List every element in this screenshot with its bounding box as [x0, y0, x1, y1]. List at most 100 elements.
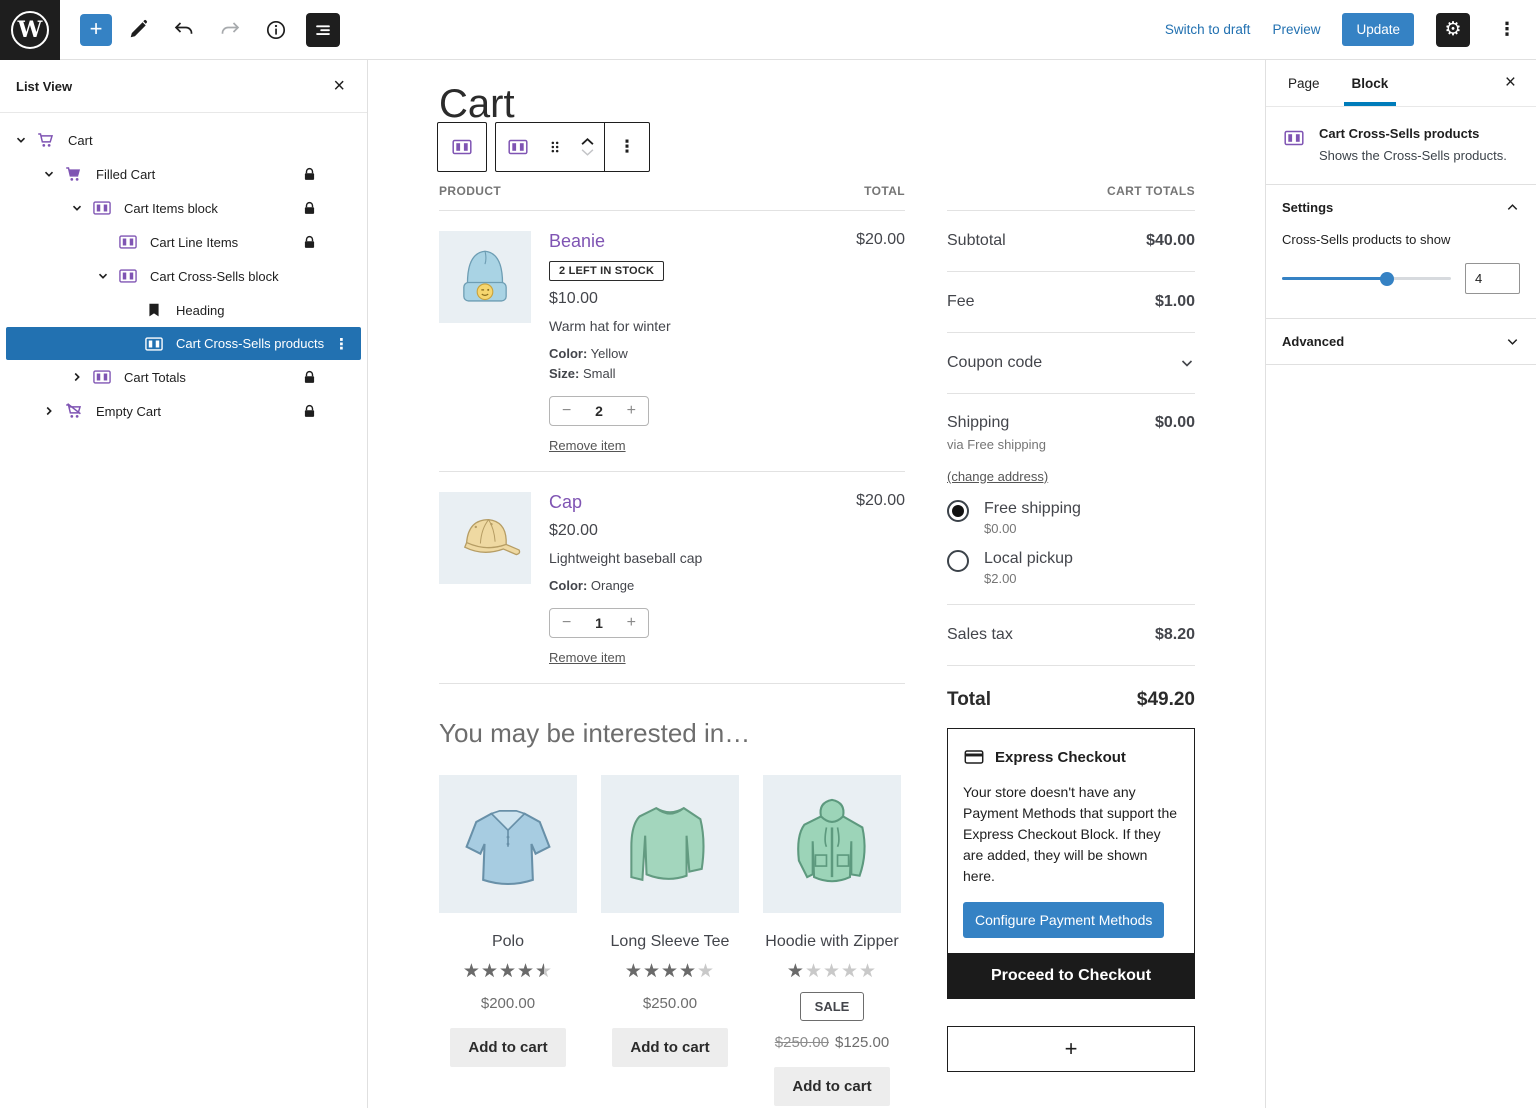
block-appender-button[interactable]: +	[947, 1026, 1195, 1072]
shipping-section: Shipping $0.00 via Free shipping (change…	[947, 394, 1195, 605]
select-parent-block-button[interactable]	[437, 122, 487, 172]
sales-tax-value: $8.20	[1154, 626, 1195, 643]
option-label: Local pickup	[984, 550, 1073, 567]
list-view-item-cart-cross-sells-products[interactable]: Cart Cross-Sells products ⋮	[6, 327, 361, 360]
settings-panel-toggle[interactable]: Settings	[1266, 185, 1536, 230]
move-down-button[interactable]	[580, 148, 595, 157]
add-to-cart-button[interactable]: Add to cart	[450, 1028, 566, 1068]
beanie-product-image[interactable]	[439, 231, 531, 323]
proceed-to-checkout-button[interactable]: Proceed to Checkout	[947, 953, 1195, 999]
settings-toggle-button[interactable]: ⚙	[1436, 12, 1470, 47]
list-view-item-empty-cart[interactable]: Empty Cart	[0, 394, 367, 428]
configure-payment-methods-button[interactable]: Configure Payment Methods	[963, 902, 1165, 938]
list-view-item-cart-line-items[interactable]: Cart Line Items	[0, 225, 367, 259]
count-number-input[interactable]	[1465, 263, 1520, 295]
express-checkout-block[interactable]: Express Checkout Your store doesn't have…	[947, 728, 1195, 958]
fee-row: Fee $1.00	[947, 272, 1195, 333]
count-slider[interactable]	[1282, 271, 1451, 286]
remove-item-link[interactable]: Remove item	[549, 650, 626, 666]
radio-selected[interactable]	[947, 500, 969, 522]
update-button[interactable]: Update	[1342, 13, 1414, 46]
columns-block-icon	[90, 196, 114, 220]
tab-block[interactable]: Block	[1336, 60, 1405, 106]
list-view-item-cart-cross-sells-block[interactable]: Cart Cross-Sells block	[0, 259, 367, 293]
quantity-increase-button[interactable]: +	[626, 402, 636, 420]
list-view-item-cart-totals[interactable]: Cart Totals	[0, 360, 367, 394]
hoodie-product-image[interactable]	[763, 775, 901, 914]
list-item-label: Empty Cart	[96, 403, 162, 419]
list-view-item-cart-items-block[interactable]: Cart Items block	[0, 191, 367, 225]
long-sleeve-tee-product-image[interactable]	[601, 775, 739, 914]
wordpress-logo-button[interactable]: W	[0, 0, 60, 60]
preview-link[interactable]: Preview	[1272, 22, 1321, 37]
item-options-button[interactable]: ⋮	[334, 335, 349, 353]
cap-product-image[interactable]	[439, 492, 531, 585]
quantity-value[interactable]: 2	[595, 403, 603, 420]
add-to-cart-button[interactable]: Add to cart	[612, 1028, 728, 1068]
details-button[interactable]	[256, 10, 296, 50]
redo-button[interactable]	[210, 10, 250, 50]
list-item-label: Filled Cart	[96, 166, 156, 182]
block-type-button[interactable]	[496, 123, 540, 171]
product-attributes: Color: Orange	[549, 576, 856, 596]
chevron-down-icon[interactable]	[10, 129, 32, 151]
add-to-cart-button[interactable]: Add to cart	[774, 1067, 890, 1107]
remove-item-link[interactable]: Remove item	[549, 438, 626, 454]
editor-topbar: W + Switch to draft Preview Update	[0, 0, 1536, 60]
block-options-button[interactable]: ⋮	[618, 137, 636, 156]
coupon-row[interactable]: Coupon code	[947, 333, 1195, 394]
tab-page[interactable]: Page	[1288, 75, 1320, 91]
toolbar-divider	[604, 123, 605, 171]
list-item-label: Heading	[176, 302, 225, 318]
undo-button[interactable]	[164, 10, 204, 50]
cross-sells-heading[interactable]: You may be interested in…	[439, 718, 751, 749]
list-view-item-filled-cart[interactable]: Filled Cart	[0, 157, 367, 191]
stars-filled: ★★★★★	[624, 962, 698, 982]
close-sidebar-button[interactable]: ×	[1504, 72, 1516, 93]
change-address-link[interactable]: (change address)	[947, 469, 1049, 484]
fee-value: $1.00	[1154, 293, 1195, 310]
product-name[interactable]: Polo	[491, 933, 525, 951]
quantity-decrease-button[interactable]: −	[562, 402, 572, 420]
subtotal-label: Subtotal	[947, 232, 1006, 249]
drag-handle[interactable]	[540, 123, 570, 171]
product-name[interactable]: Long Sleeve Tee	[610, 933, 730, 951]
radio-unselected[interactable]	[947, 550, 969, 572]
regular-price: $250.00	[774, 1034, 829, 1052]
list-view-item-heading[interactable]: Heading	[0, 293, 367, 327]
shipping-option-local-pickup[interactable]: Local pickup $2.00	[947, 550, 1195, 586]
stars-empty: ★★★★★	[786, 961, 878, 983]
advanced-panel-toggle[interactable]: Advanced	[1266, 319, 1536, 364]
block-inserter-button[interactable]: +	[80, 13, 112, 46]
list-item-label: Cart	[68, 132, 93, 148]
list-view-item-cart[interactable]: Cart	[0, 123, 367, 157]
slider-thumb[interactable]	[1379, 271, 1394, 286]
product-name[interactable]: Hoodie with Zipper	[765, 933, 899, 951]
quantity-decrease-button[interactable]: −	[562, 614, 572, 632]
list-view-toggle-button[interactable]	[306, 12, 340, 47]
edit-tool-button[interactable]	[118, 10, 158, 50]
shipping-option-free-shipping[interactable]: Free shipping $0.00	[947, 500, 1195, 536]
chevron-down-icon[interactable]	[92, 265, 114, 287]
express-checkout-title: Express Checkout	[995, 748, 1126, 766]
move-up-button[interactable]	[580, 137, 595, 146]
quantity-value[interactable]: 1	[595, 615, 603, 632]
product-link-cap[interactable]: Cap	[549, 492, 583, 513]
chevron-down-icon[interactable]	[38, 163, 60, 185]
columns-block-icon	[452, 139, 472, 155]
block-tree: Cart Filled Cart Cart Items block Cart L…	[0, 113, 367, 428]
close-list-view-button[interactable]: ×	[333, 75, 345, 97]
quantity-increase-button[interactable]: +	[626, 614, 636, 632]
chevron-down-icon[interactable]	[66, 197, 88, 219]
chevron-right-icon[interactable]	[38, 400, 60, 422]
cart-totals-header: CART TOTALS	[947, 184, 1195, 211]
options-menu-button[interactable]: ⋮	[1498, 19, 1516, 39]
chevron-right-icon[interactable]	[66, 366, 88, 388]
product-description: Warm hat for winter	[549, 318, 671, 334]
switch-to-draft-link[interactable]: Switch to draft	[1164, 22, 1251, 37]
redo-icon	[221, 21, 240, 34]
gear-icon: ⚙	[1444, 19, 1462, 40]
polo-product-image[interactable]	[439, 775, 577, 914]
product-link-beanie[interactable]: Beanie	[549, 231, 606, 251]
